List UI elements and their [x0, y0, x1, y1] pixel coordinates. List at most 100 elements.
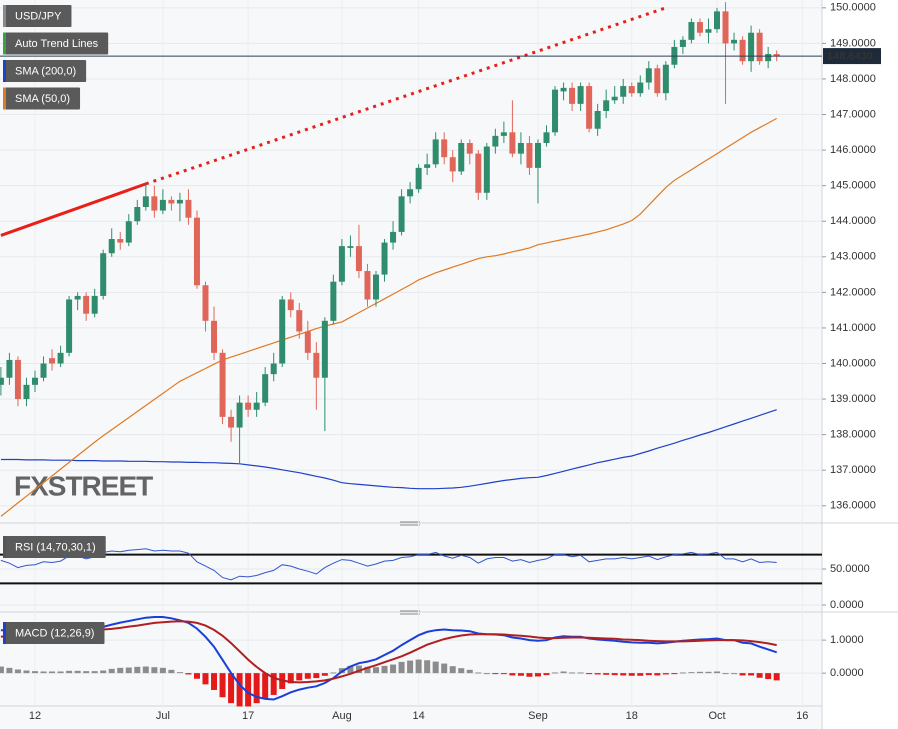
y-tick-label: 150.0000 — [830, 2, 876, 14]
histogram-bar — [202, 673, 209, 685]
candle-body — [603, 100, 610, 111]
legend-label: MACD (12,26,9) — [15, 627, 94, 639]
y-tick-label: 136.0000 — [830, 500, 876, 512]
candle-body — [108, 239, 115, 254]
candle-body — [560, 87, 567, 92]
trend-line — [0, 182, 147, 237]
candle-body — [739, 39, 746, 62]
histogram-bar — [168, 669, 175, 674]
histogram-bar — [14, 669, 21, 674]
histogram-bar — [637, 673, 644, 676]
candle-body — [279, 299, 286, 364]
candle-body — [390, 231, 397, 243]
histogram-bar — [654, 673, 661, 676]
histogram-bar — [492, 673, 499, 675]
histogram-bar — [219, 673, 226, 698]
legend-label: SMA (50,0) — [15, 93, 70, 105]
histogram-bar — [176, 672, 183, 674]
histogram-bar — [117, 667, 124, 674]
candle-body — [91, 295, 98, 314]
y-tick-label: 0.0000 — [830, 599, 864, 611]
histogram-bar — [731, 673, 738, 675]
histogram-bar — [569, 672, 576, 674]
histogram-bar — [347, 665, 354, 674]
histogram-bar — [6, 667, 13, 674]
legend-box — [3, 87, 81, 110]
histogram-bar — [398, 661, 405, 674]
legend-label: RSI (14,70,30,1) — [15, 541, 96, 553]
candle-body — [466, 142, 473, 154]
histogram-bar — [381, 665, 388, 674]
candle-body — [117, 239, 124, 243]
histogram-bar — [552, 672, 559, 674]
y-tick-label: 139.0000 — [830, 393, 876, 405]
histogram-bar — [739, 673, 746, 676]
x-tick-label: 17 — [242, 710, 254, 722]
candle-body — [228, 416, 235, 428]
candle-body — [475, 153, 482, 193]
histogram-bar — [287, 673, 294, 684]
candle-body — [432, 139, 439, 165]
histogram-bar — [577, 672, 584, 674]
candle-body — [23, 384, 30, 400]
candle-body — [347, 246, 354, 248]
x-tick-label: Jul — [156, 710, 170, 722]
histogram-bar — [620, 673, 627, 676]
candle-body — [449, 157, 456, 172]
candle-body — [32, 377, 38, 385]
watermark: FXSTREET — [14, 470, 153, 501]
plot-layer: 136.0000137.0000138.0000139.0000140.0000… — [0, 0, 881, 722]
histogram-bar — [270, 673, 277, 695]
histogram-bar — [756, 673, 763, 678]
histogram-bar — [193, 673, 200, 679]
candle-body — [398, 196, 405, 232]
histogram-bar — [23, 670, 30, 674]
histogram-bar — [466, 669, 473, 674]
histogram-bar — [509, 673, 516, 676]
last-price-box — [823, 48, 881, 65]
histogram-bar — [0, 666, 4, 674]
candle-body — [296, 310, 303, 332]
histogram-bar — [424, 660, 431, 674]
y-tick-label: 50.0000 — [830, 563, 870, 575]
candle-body — [679, 39, 686, 47]
candle-body — [245, 402, 252, 410]
y-tick-label: 145.0000 — [830, 180, 876, 192]
histogram-bar — [364, 666, 371, 674]
candle-body — [168, 199, 175, 204]
histogram-bar — [185, 673, 192, 675]
histogram-bar — [304, 673, 311, 679]
candle-body — [262, 374, 269, 403]
last-price-label: 148.6430 — [827, 50, 873, 62]
candle-body — [304, 331, 311, 353]
candle-body — [364, 271, 371, 300]
candle-body — [722, 11, 729, 44]
histogram-bar — [373, 667, 379, 674]
x-tick-label: Oct — [708, 710, 725, 722]
histogram-bar — [603, 673, 610, 675]
legend-label: Auto Trend Lines — [15, 38, 99, 50]
histogram-bar — [449, 666, 456, 674]
trend-line-extension — [145, 6, 667, 186]
candle-body — [14, 359, 21, 400]
y-tick-label: 137.0000 — [830, 464, 876, 476]
histogram-bar — [560, 671, 567, 674]
candle-body — [517, 142, 524, 154]
legend-label: SMA (200,0) — [15, 65, 76, 77]
histogram-bar — [475, 672, 482, 674]
candle-body — [125, 221, 132, 243]
candle-body — [415, 167, 422, 190]
candle-body — [151, 196, 158, 211]
candle-body — [509, 132, 516, 154]
histogram-bar — [57, 671, 64, 674]
histogram-bar — [91, 671, 98, 674]
legend-swatch — [3, 622, 6, 644]
histogram-bar — [543, 673, 550, 676]
candle-body — [142, 196, 149, 208]
candle-body — [134, 207, 141, 222]
y-tick-label: 144.0000 — [830, 215, 876, 227]
y-tick-label: 148.0000 — [830, 73, 876, 85]
y-tick-label: 147.0000 — [830, 108, 876, 120]
macd-line — [0, 616, 778, 701]
y-tick-label: 143.0000 — [830, 251, 876, 263]
